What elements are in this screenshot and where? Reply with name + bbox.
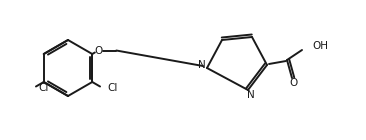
Text: O: O xyxy=(94,46,102,55)
Text: Cl: Cl xyxy=(108,83,118,93)
Text: OH: OH xyxy=(312,41,328,51)
Text: O: O xyxy=(290,78,298,88)
Text: N: N xyxy=(198,60,206,70)
Text: Cl: Cl xyxy=(38,83,49,93)
Text: N: N xyxy=(247,90,255,100)
